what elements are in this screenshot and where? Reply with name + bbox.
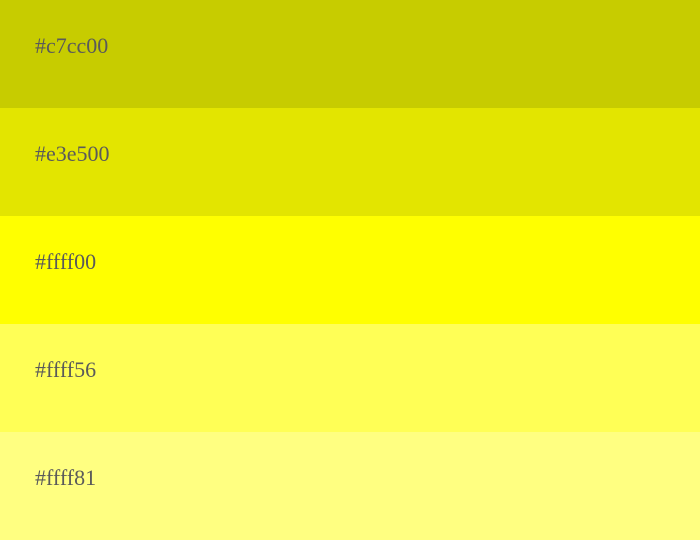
swatch-label: #ffff56 (35, 357, 97, 382)
swatch-ffff00: #ffff00 (0, 216, 700, 324)
swatch-ffff56: #ffff56 (0, 324, 700, 432)
swatch-ffff81: #ffff81 (0, 432, 700, 540)
swatch-label: #ffff00 (35, 249, 97, 274)
swatch-e3e500: #e3e500 (0, 108, 700, 216)
swatch-label: #e3e500 (35, 141, 110, 166)
swatch-label: #ffff81 (35, 465, 97, 490)
swatch-label: #c7cc00 (35, 33, 109, 58)
swatch-c7cc00: #c7cc00 (0, 0, 700, 108)
